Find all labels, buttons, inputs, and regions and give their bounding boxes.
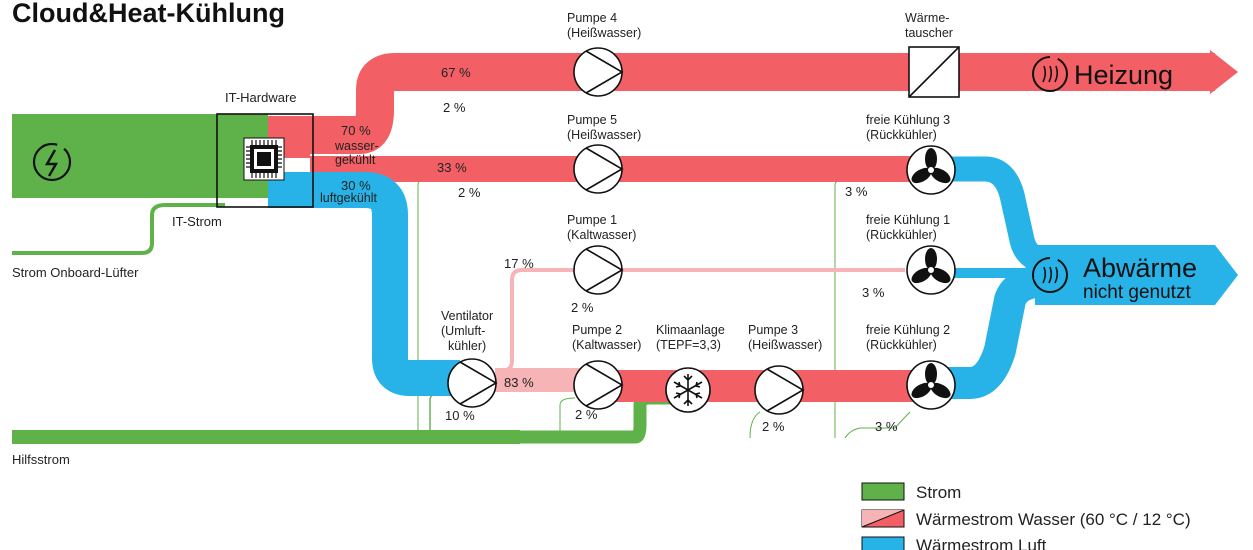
pump-icon: [573, 245, 624, 295]
pump-icon: [573, 47, 624, 97]
label-wt-2: tauscher: [905, 26, 953, 40]
pump-icon: [573, 360, 624, 410]
pump-icon: [754, 365, 805, 415]
power-icon: [32, 142, 72, 182]
flow-it-strom: [12, 114, 268, 198]
it-hardware-box: [216, 113, 314, 208]
fan-icon: [906, 360, 956, 410]
pct-wasser: 70 %: [341, 123, 371, 138]
legend-swatch-strom: [861, 482, 905, 501]
pct-17: 17 %: [504, 256, 534, 271]
label-fk3-1: freie Kühlung 3: [866, 113, 950, 127]
label-pumpe3-1: Pumpe 3: [748, 323, 798, 337]
pct-luft: 30 %: [341, 178, 371, 193]
label-pumpe1-1: Pumpe 1: [567, 213, 617, 227]
label-pumpe5-1: Pumpe 5: [567, 113, 617, 127]
label-pumpe2-2: (Kaltwasser): [572, 338, 641, 352]
pump-icon: [573, 144, 624, 194]
pct-2e: 2 %: [762, 419, 785, 434]
heat-waves-icon: [1032, 257, 1068, 293]
label-pumpe1-2: (Kaltwasser): [567, 228, 636, 242]
label-pumpe3-2: (Heißwasser): [748, 338, 822, 352]
label-wt-1: Wärme-: [905, 11, 949, 25]
pct-3a: 3 %: [845, 184, 868, 199]
legend-label-luft: Wärmestrom Luft: [916, 536, 1047, 550]
pct-3b: 3 %: [862, 285, 885, 300]
pct-2b: 2 %: [458, 185, 481, 200]
flow-heizung: [268, 53, 1215, 154]
label-hilfsstrom: Hilfsstrom: [12, 452, 70, 467]
label-fk1-2: (Rückkühler): [866, 228, 937, 242]
heat-waves-icon: [1032, 56, 1068, 92]
snowflake-icon: [665, 367, 711, 413]
pct-67: 67 %: [441, 65, 471, 80]
flow-17: [498, 268, 905, 372]
label-pumpe4-1: Pumpe 4: [567, 11, 617, 25]
pct-3c: 3 %: [875, 419, 898, 434]
pump-icon: [447, 358, 498, 408]
label-strom-onboard: Strom Onboard-Lüfter: [12, 265, 139, 280]
label-klima-1: Klimaanlage: [656, 323, 725, 337]
flow-luft: [268, 172, 460, 396]
chip-icon: [243, 137, 285, 181]
pct-2a: 2 %: [443, 100, 466, 115]
label-wasser-2: gekühlt: [335, 153, 376, 167]
label-abwaerme-2: nicht genutzt: [1083, 282, 1191, 303]
label-fk3-2: (Rückkühler): [866, 128, 937, 142]
label-pumpe2-1: Pumpe 2: [572, 323, 622, 337]
pct-2d: 2 %: [575, 407, 598, 422]
fan-icon: [906, 145, 956, 195]
pct-2c: 2 %: [571, 300, 594, 315]
legend-swatch-luft: [861, 536, 905, 550]
label-it-hardware: IT-Hardware: [225, 90, 297, 105]
legend-label-wasser: Wärmestrom Wasser (60 °C / 12 °C): [916, 510, 1191, 529]
page-title: Cloud&Heat-Kühlung: [12, 0, 285, 28]
pct-10: 10 %: [445, 408, 475, 423]
label-luft: luftgekühlt: [320, 191, 378, 205]
flow-abwaerme: [1035, 245, 1215, 305]
label-pumpe4-2: (Heißwasser): [567, 26, 641, 40]
label-fk2-1: freie Kühlung 2: [866, 323, 950, 337]
label-vent-2: (Umluft-: [441, 324, 485, 338]
legend-label-strom: Strom: [916, 483, 961, 502]
label-fk1-1: freie Kühlung 1: [866, 213, 950, 227]
label-wasser-1: wasser-: [334, 139, 379, 153]
label-heizung: Heizung: [1074, 60, 1173, 90]
legend: Strom Wärmestrom Wasser (60 °C / 12 °C) …: [861, 482, 1191, 550]
label-pumpe5-2: (Heißwasser): [567, 128, 641, 142]
flow-strom-onboard: [12, 203, 225, 255]
label-klima-2: (TEPF=3,3): [656, 338, 721, 352]
label-abwaerme-1: Abwärme: [1083, 253, 1197, 283]
label-vent-1: Ventilator: [441, 309, 493, 323]
pct-83: 83 %: [504, 375, 534, 390]
heat-exchanger-icon: [908, 46, 960, 98]
fan-icon: [906, 245, 956, 295]
label-it-strom: IT-Strom: [172, 214, 222, 229]
label-vent-3: kühler): [448, 339, 486, 353]
label-fk2-2: (Rückkühler): [866, 338, 937, 352]
pct-33: 33 %: [437, 160, 467, 175]
